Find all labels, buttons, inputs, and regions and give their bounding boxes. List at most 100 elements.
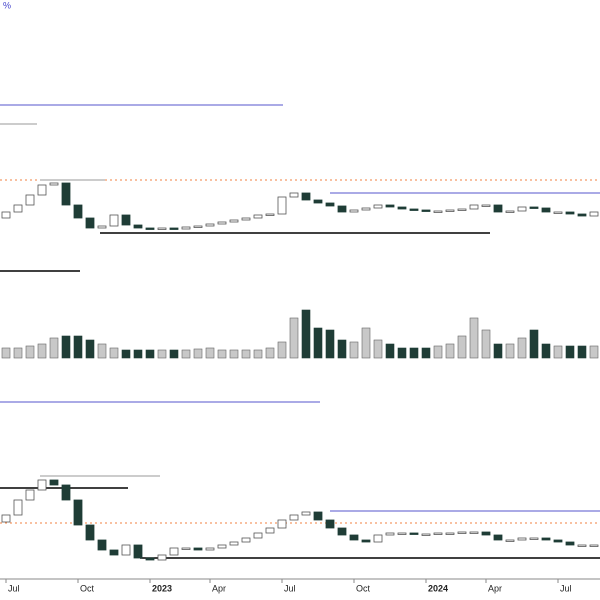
volume-bar [445,343,455,359]
candle [421,209,431,212]
candle [49,182,59,186]
x-tick-label: Oct [356,583,371,593]
volume-bar [457,335,467,359]
candle [277,196,287,215]
candle [397,206,407,210]
candle [97,539,107,551]
candle [241,537,251,543]
reference-lines [0,104,600,580]
volume-bar [397,347,407,359]
volume-bar [205,347,215,359]
candle [349,209,359,213]
volume-bar [13,347,23,359]
chart-title: % [3,0,11,10]
candle [481,204,491,207]
candle [253,532,263,539]
candle [109,549,119,556]
candle [205,223,215,227]
candle [349,534,359,541]
x-tick-label: 2024 [428,583,448,593]
candle [253,214,263,219]
candle [337,205,347,213]
candle [1,514,11,523]
x-tick-label: Jul [560,583,572,593]
volume-bar [349,341,359,359]
candle [193,547,203,551]
candle [169,547,179,556]
candle [265,527,275,534]
candle [169,227,179,230]
candle [517,537,527,541]
candle [73,204,83,219]
candle [505,539,515,542]
candle [109,214,119,227]
volume-bar [73,335,83,359]
candle [241,217,251,221]
volume-bar [433,345,443,359]
candle [577,544,587,547]
candle [385,204,395,208]
candle [133,224,143,229]
volume-bar [421,347,431,359]
candle [493,534,503,541]
candle [361,207,371,211]
volume-bar [133,349,143,359]
volume-bar [361,327,371,359]
candle [385,532,395,536]
candle [517,206,527,212]
candle [85,524,95,541]
volume-bar [409,347,419,359]
volume-bar [577,345,587,359]
candle [469,204,479,210]
candle [565,211,575,215]
candle [505,210,515,213]
volume-bar [109,347,119,359]
volume-bar [25,345,35,359]
candle [421,533,431,536]
volume-bar [85,339,95,359]
candle [361,539,371,543]
candle [217,544,227,549]
candle [25,194,35,206]
volume-bar [373,339,383,359]
candle [397,532,407,535]
volume-bar [145,349,155,359]
candle [433,210,443,213]
volume-bar [337,339,347,359]
candle [445,209,455,212]
volume-bar [253,349,263,359]
candle [61,182,71,206]
volume-bar [169,349,179,359]
candle [457,531,467,534]
volume-bar [481,329,491,359]
volume-bar [589,345,599,359]
candle [205,547,215,551]
volume-bar [49,337,59,359]
candle [541,207,551,213]
candle [37,184,47,196]
candle [25,489,35,501]
candle [481,531,491,536]
candle [469,531,479,534]
candle [49,479,59,486]
candle [325,202,335,207]
candle [157,554,167,561]
candle [265,213,275,216]
candle [565,541,575,546]
candle [193,225,203,228]
candle [13,499,23,516]
x-tick-label: Jul [284,583,296,593]
candle [313,511,323,521]
candle [577,213,587,217]
candle [73,499,83,526]
candle [85,217,95,229]
volume-bar [565,345,575,359]
candle [157,227,167,230]
candle [313,199,323,204]
candle [529,206,539,209]
candle [589,211,599,217]
volume-bar [157,349,167,359]
candle [289,192,299,198]
volume-bar [1,347,11,359]
candle [1,211,11,219]
